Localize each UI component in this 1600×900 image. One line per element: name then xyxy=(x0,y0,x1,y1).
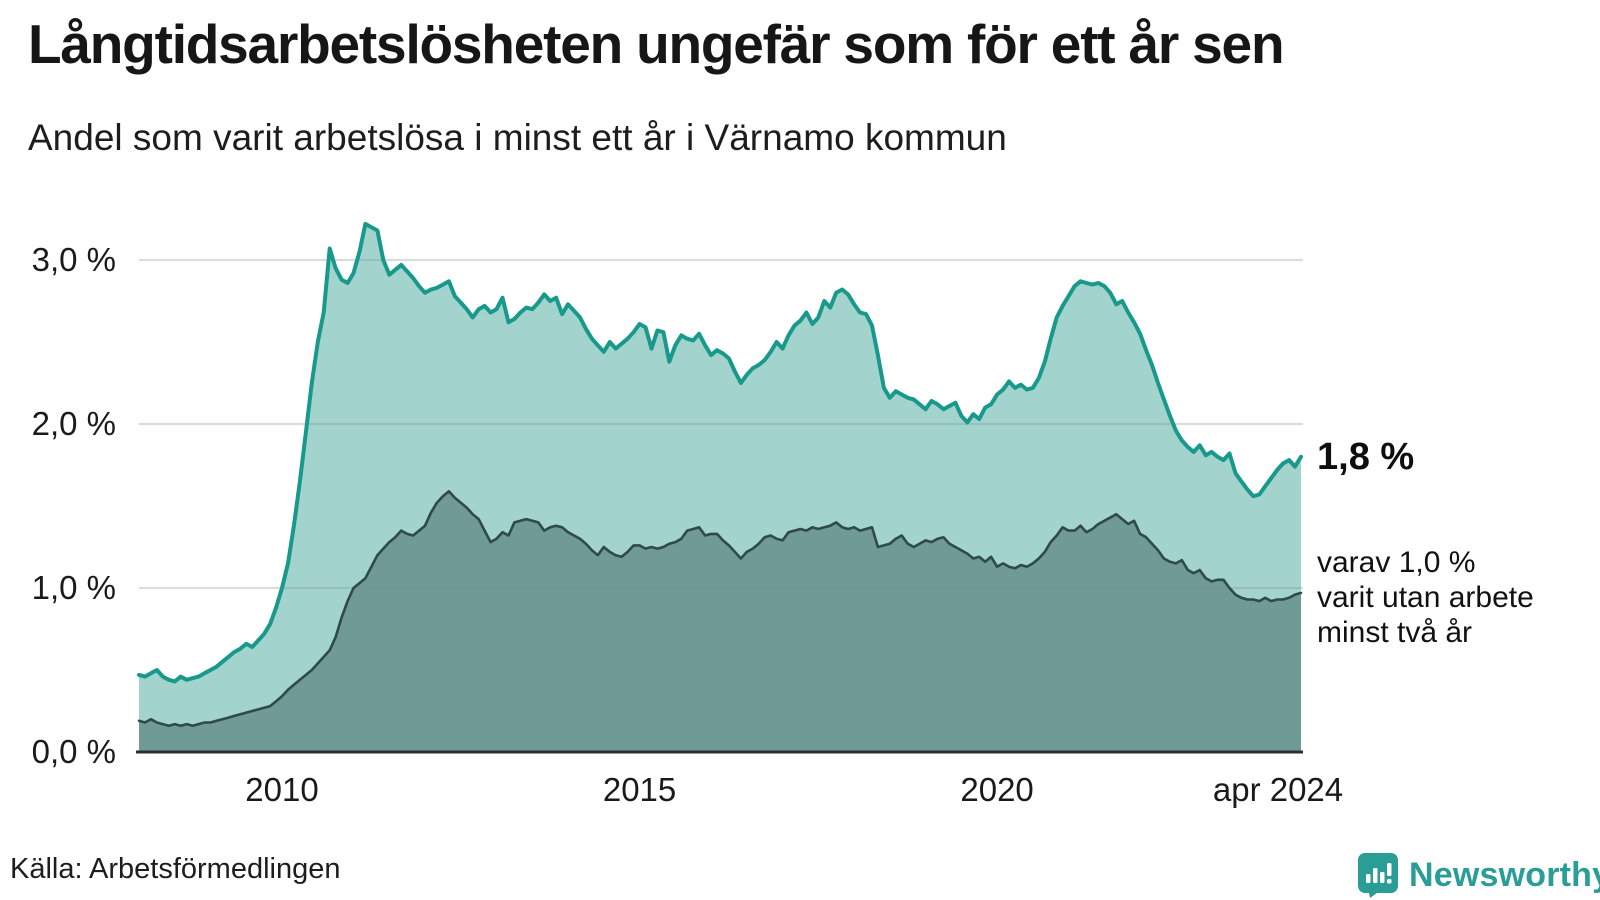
y-tick-label: 1,0 % xyxy=(31,569,116,606)
source-note: Källa: Arbetsförmedlingen xyxy=(10,853,341,885)
x-tick-label: apr 2024 xyxy=(1212,771,1344,808)
x-tick-label: 2020 xyxy=(960,771,1034,808)
brand-name: Newsworthy xyxy=(1409,855,1600,894)
x-tick-label: 2010 xyxy=(245,771,319,808)
series-fill-1 xyxy=(139,491,1301,752)
annotation-line: varit utan arbete xyxy=(1317,581,1534,614)
annotation-two-year-share: varav 1,0 % varit utan arbete minst två … xyxy=(1317,545,1534,650)
y-tick-label: 3,0 % xyxy=(31,241,116,278)
brand-logo: Newsworthy xyxy=(1357,852,1600,898)
series-line-0 xyxy=(137,221,1303,684)
series-line-1 xyxy=(137,489,1303,728)
annotation-latest-value: 1,8 % xyxy=(1317,436,1415,478)
chart-subtitle: Andel som varit arbetslösa i minst ett å… xyxy=(28,117,1007,158)
y-tick-label: 2,0 % xyxy=(31,405,116,442)
annotation-line: varav 1,0 % xyxy=(1317,546,1476,579)
page-title: Långtidsarbetslösheten ungefär som för e… xyxy=(28,13,1285,75)
x-tick-label: 2015 xyxy=(602,771,677,808)
y-tick-label: 0,0 % xyxy=(31,733,116,770)
bar-chart-speech-bubble-icon xyxy=(1358,853,1398,898)
annotation-line: minst två år xyxy=(1317,616,1473,649)
